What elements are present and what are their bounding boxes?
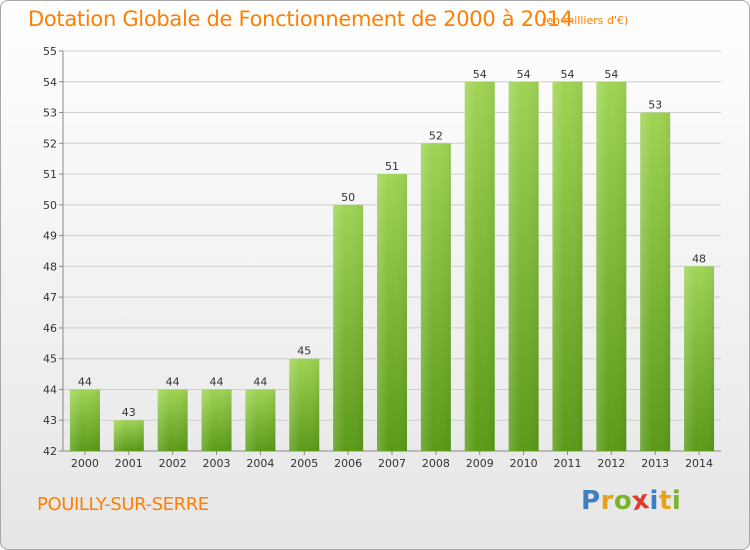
y-tick-label: 43 — [43, 414, 57, 427]
x-tick-label: 2014 — [685, 457, 713, 470]
y-tick-label: 42 — [43, 445, 57, 458]
data-label: 44 — [166, 375, 180, 388]
x-tick-label: 2010 — [510, 457, 538, 470]
commune-name: POUILLY-SUR-SERRE — [37, 494, 209, 515]
bar-highlight — [420, 143, 451, 452]
data-label: 45 — [297, 345, 311, 358]
data-label: 44 — [253, 375, 267, 388]
y-tick-label: 47 — [43, 291, 57, 304]
x-tick-label: 2002 — [159, 457, 187, 470]
x-tick-label: 2001 — [115, 457, 143, 470]
x-tick-label: 2000 — [71, 457, 99, 470]
logo-letter: P — [581, 486, 601, 516]
logo-letter: i — [671, 486, 682, 516]
data-label: 44 — [210, 375, 224, 388]
bar-highlight — [157, 389, 188, 451]
logo-letter: x — [630, 484, 652, 518]
y-tick-label: 52 — [43, 137, 57, 150]
x-tick-label: 2013 — [641, 457, 669, 470]
bar-highlight — [113, 420, 144, 451]
bar-highlight — [377, 174, 407, 452]
bar-highlight — [508, 81, 539, 452]
x-tick-label: 2005 — [290, 457, 318, 470]
y-tick-label: 44 — [43, 383, 57, 396]
bar-highlight — [289, 358, 320, 451]
bar-highlight — [640, 112, 671, 452]
chart-title: Dotation Globale de Fonctionnement de 20… — [28, 7, 573, 31]
data-label: 54 — [517, 68, 531, 81]
y-tick-label: 55 — [43, 45, 57, 58]
data-label: 54 — [560, 68, 574, 81]
data-label: 44 — [78, 375, 92, 388]
y-tick-label: 50 — [43, 199, 57, 212]
bar-highlight — [596, 81, 627, 452]
logo-letter: r — [600, 486, 614, 516]
data-label: 43 — [122, 406, 136, 419]
data-label: 53 — [648, 99, 662, 112]
data-label: 48 — [692, 252, 706, 265]
x-tick-label: 2011 — [553, 457, 581, 470]
x-tick-label: 2009 — [466, 457, 494, 470]
chart-subtitle: (en milliers d'€) — [542, 14, 629, 27]
y-tick-label: 48 — [43, 260, 57, 273]
y-tick-label: 54 — [43, 76, 57, 89]
bar-highlight — [684, 266, 715, 451]
bar-highlight — [333, 204, 364, 451]
y-tick-label: 46 — [43, 322, 57, 335]
y-tick-label: 53 — [43, 107, 57, 120]
x-tick-label: 2007 — [378, 457, 406, 470]
proxiti-logo[interactable]: Proxiti — [581, 484, 682, 518]
x-tick-label: 2004 — [246, 457, 274, 470]
axes: 42 43 44 45 46 47 48 49 50 51 52 53 54 55 2000 2001 2002… — [43, 45, 721, 470]
bar-highlight — [201, 389, 232, 451]
data-label: 54 — [604, 68, 618, 81]
data-label: 50 — [341, 191, 355, 204]
data-label: 52 — [429, 129, 443, 142]
data-labels: 44 43 44 44 44 45 50 51 52 54 54 54 54 53 48 — [78, 68, 706, 419]
bar-highlight — [552, 81, 583, 452]
bar-highlight — [69, 389, 100, 451]
bar-highlight — [464, 81, 495, 452]
y-tick-label: 51 — [43, 168, 57, 181]
data-label: 54 — [473, 68, 487, 81]
logo-letter: i — [649, 486, 659, 516]
x-tick-label: 2003 — [203, 457, 231, 470]
x-tick-label: 2012 — [597, 457, 625, 470]
y-tick-label: 45 — [43, 353, 57, 366]
y-tick-label: 49 — [43, 230, 57, 243]
bars — [69, 81, 715, 452]
x-tick-label: 2008 — [422, 457, 450, 470]
logo-letter: t — [658, 486, 672, 516]
bar-highlight — [245, 389, 276, 451]
x-tick-label: 2006 — [334, 457, 362, 470]
data-label: 51 — [385, 160, 399, 173]
logo-letter: o — [613, 486, 633, 516]
